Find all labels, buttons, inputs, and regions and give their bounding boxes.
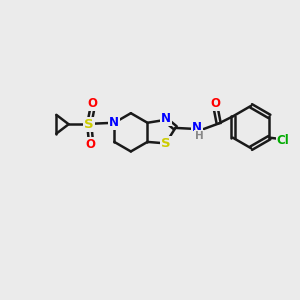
- Text: S: S: [84, 118, 94, 131]
- Text: N: N: [109, 116, 119, 129]
- Text: H: H: [195, 131, 203, 141]
- Text: N: N: [192, 121, 202, 134]
- Text: S: S: [161, 137, 171, 151]
- Text: O: O: [86, 138, 96, 151]
- Text: Cl: Cl: [277, 134, 290, 147]
- Text: O: O: [87, 98, 97, 110]
- Text: O: O: [211, 97, 221, 110]
- Text: N: N: [161, 112, 171, 125]
